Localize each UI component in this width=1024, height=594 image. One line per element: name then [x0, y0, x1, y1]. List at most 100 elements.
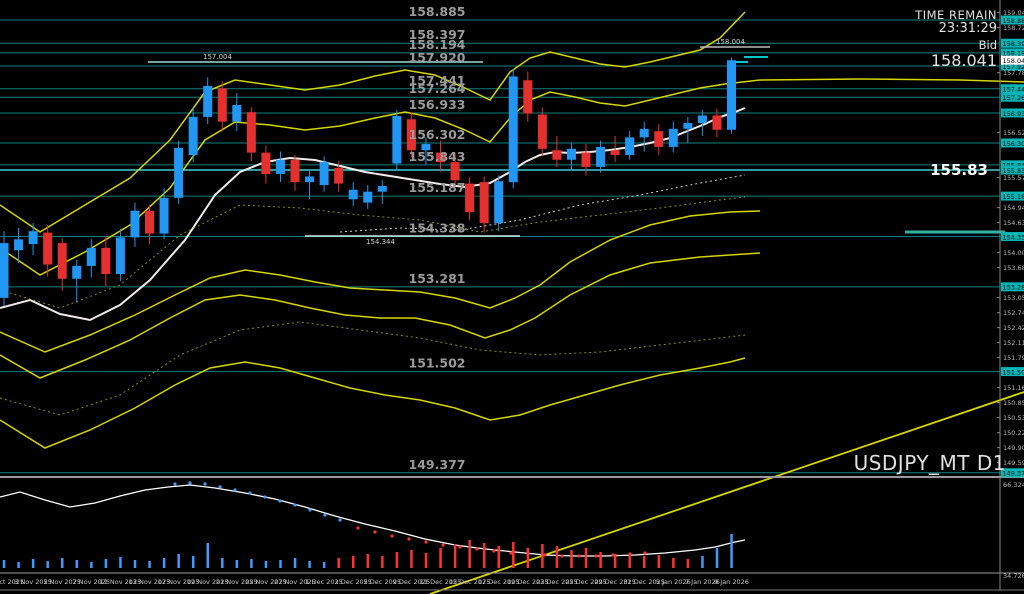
price-chip [1001, 468, 1024, 478]
oscillator-bar [352, 556, 355, 568]
price-chip-text: 158.397 [1003, 40, 1024, 48]
bear-candle [246, 112, 256, 153]
bid-label: Bid [978, 38, 997, 53]
level-label: 155.187 [409, 180, 466, 195]
oscillator-dot-blue [278, 499, 282, 503]
price-chip-text: 153.281 [1003, 284, 1024, 292]
price-chip-text: 158.041 [1003, 57, 1024, 65]
date-tick-label: 11 Nov 2025 [100, 578, 142, 586]
price-chip [1001, 165, 1024, 175]
oscillator-bar [206, 543, 209, 568]
oscillator-bar [366, 554, 370, 568]
oscillator-bar [570, 550, 573, 568]
level-label: 154.338 [409, 221, 466, 236]
marker-segments: 157.004 158.004 154.344 [148, 38, 1005, 246]
bull-candle [14, 239, 24, 251]
level-label: 158.194 [409, 37, 466, 52]
marker-segment-label: 154.344 [366, 238, 395, 246]
date-tick-label: 21 Nov 2025 [216, 578, 258, 586]
scale-tick-label: 154.945 [1003, 204, 1024, 212]
oscillator-dot-blue [323, 513, 327, 517]
price-chip-text: 157.920 [1003, 63, 1024, 71]
bull-candle [683, 123, 693, 129]
oscillator-bar [61, 558, 64, 568]
oscillator-dot-red [475, 547, 479, 551]
oscillator-bar [730, 534, 733, 568]
date-tick-label: 17 Nov 2025 [158, 578, 200, 586]
date-tick-label: 5 Nov 2025 [43, 578, 81, 586]
band-line [0, 196, 746, 309]
oscillator-bar [482, 543, 486, 568]
horizontal-level-lines [0, 19, 1000, 474]
oscillator-dot-red [577, 554, 581, 558]
date-tick-label: 23 Dec 2025 [536, 578, 578, 586]
date-tick-label: 17 Dec 2025 [478, 578, 520, 586]
bull-candle [596, 146, 606, 167]
oscillator-bar [148, 561, 151, 568]
price-chip [1001, 92, 1024, 102]
info-overlay: TIME REMAIN 23:31:29 Bid 158.041 [915, 9, 997, 70]
bear-candle [479, 182, 489, 224]
price-chip [1001, 138, 1024, 148]
oscillator-dot-red [441, 543, 445, 547]
oscillator-dot-red [356, 526, 360, 530]
level-label: 156.933 [409, 97, 466, 112]
bull-candle [275, 159, 285, 175]
date-tick-label: 30 Oct 2025 [0, 578, 24, 586]
bull-candle [363, 191, 373, 203]
bear-candle [290, 159, 300, 183]
oscillator-bar [628, 553, 631, 568]
oscillator-bar [381, 556, 384, 568]
level-label: 158.885 [409, 4, 466, 19]
oscillator-panel: 66.3249 34.7268 [0, 481, 1024, 580]
scale-tick-label: 150.535 [1003, 414, 1024, 422]
oscillator-bar [250, 559, 253, 568]
bear-candle [145, 210, 154, 234]
bull-candle [130, 210, 140, 238]
date-tick-label: 19 Dec 2025 [507, 578, 549, 586]
price-scale-axis[interactable]: 158.885 158.397 158.194 157.920 157.441157.2… [997, 9, 1024, 478]
oscillator-dot-red [424, 540, 428, 544]
oscillator-dot-blue [233, 488, 237, 492]
price-chip-text: 158.194 [1003, 50, 1024, 58]
oscillator-dot-blue [188, 481, 192, 485]
scale-tick-label: 153.685 [1003, 264, 1024, 272]
oscillator-dot-red [373, 530, 377, 534]
price-chip-text: 158.885 [1003, 17, 1024, 25]
oscillator-bar [672, 558, 675, 568]
oscillator-dot-blue [263, 495, 267, 499]
oscillator-bar [584, 548, 588, 568]
scale-tick-label: 156.520 [1003, 129, 1024, 137]
bear-candle [217, 88, 227, 122]
oscillator-bar [439, 548, 442, 568]
price-chip-text: 155.187 [1003, 193, 1024, 201]
bull-candle [348, 189, 358, 200]
oscillator-bar [31, 559, 35, 568]
date-tick-label: 29 Dec 2025 [594, 578, 636, 586]
bid-value: 158.041 [930, 51, 997, 71]
oscillator-bar [46, 561, 49, 568]
scale-tick-label: 152.110 [1003, 339, 1024, 347]
oscillator-bar [526, 548, 530, 568]
oscillator-bar [308, 561, 311, 568]
oscillator-dot-blue [248, 491, 252, 495]
price-chip-text: 154.338 [1003, 233, 1024, 241]
oscillator-bar [90, 562, 93, 568]
date-tick-label: 9 Jan 2026 [714, 578, 749, 586]
oscillator-dot-red [407, 537, 411, 541]
scale-tick-label: 150.850 [1003, 399, 1024, 407]
level-label: 157.441 [409, 73, 466, 88]
bull-candle [188, 116, 198, 155]
oscillator-dot-red [509, 551, 513, 555]
oscillator-bar [613, 554, 617, 568]
candlesticks [0, 57, 736, 306]
price-chip-text: 157.264 [1003, 94, 1024, 102]
band-line [0, 357, 746, 449]
bear-candle [654, 131, 664, 147]
date-tick-label: 27 Nov 2025 [274, 578, 316, 586]
